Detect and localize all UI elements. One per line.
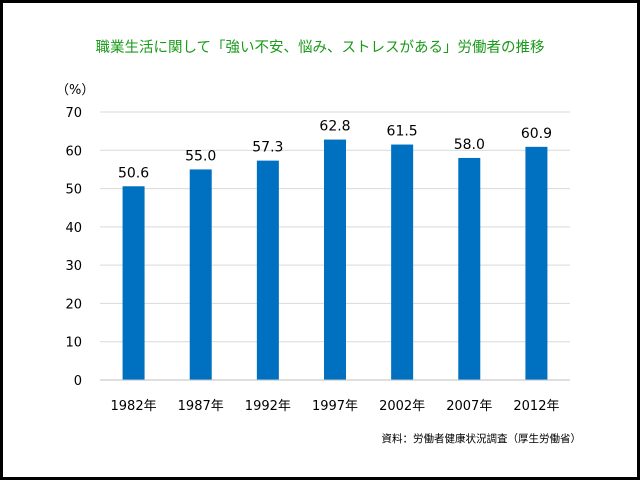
- x-tick-labels: 1982年 1987年 1992年 1997年 2002年 2007年 2012年: [111, 399, 560, 414]
- bar: [324, 139, 346, 380]
- x-tick-label: 1987年: [178, 399, 224, 414]
- value-label: 50.6: [118, 165, 149, 181]
- y-tick-labels: 0 10 20 30 40 50 60 70: [65, 106, 82, 389]
- bar: [256, 160, 279, 380]
- y-tick-label: 0: [74, 374, 82, 389]
- y-tick-label: 10: [65, 336, 82, 351]
- value-label: 57.3: [252, 140, 283, 156]
- bar: [525, 146, 548, 380]
- x-tick-label: 1982年: [111, 399, 157, 414]
- value-label: 55.0: [185, 148, 216, 164]
- value-label: 58.0: [454, 137, 485, 153]
- y-axis-label: （%）: [56, 83, 94, 98]
- y-tick-label: 60: [65, 144, 82, 159]
- source-note: 資料：労働者健康状況調査（厚生労働省）: [381, 433, 582, 445]
- value-label: 62.8: [319, 119, 350, 135]
- value-label: 61.5: [387, 124, 418, 140]
- y-tick-label: 30: [65, 259, 82, 274]
- bar: [458, 157, 481, 380]
- y-tick-label: 40: [65, 221, 82, 236]
- value-label: 60.9: [521, 126, 552, 142]
- y-tick-label: 20: [65, 297, 82, 312]
- x-tick-label: 1992年: [245, 399, 291, 414]
- y-tick-label: 70: [65, 106, 82, 121]
- bars: [122, 139, 548, 380]
- bar: [189, 169, 212, 380]
- x-tick-label: 1997年: [312, 399, 358, 414]
- value-labels: 50.6 55.0 57.3 62.8 61.5 58.0 60.9: [118, 119, 552, 182]
- x-tick-label: 2002年: [379, 399, 425, 414]
- x-tick-label: 2012年: [513, 399, 559, 414]
- bar: [391, 144, 414, 380]
- bar: [122, 186, 145, 380]
- x-tick-label: 2007年: [446, 399, 492, 414]
- y-tick-label: 50: [65, 183, 82, 198]
- chart-title: 職業生活に関して「強い不安、悩み、ストレスがある」労働者の推移: [95, 40, 545, 56]
